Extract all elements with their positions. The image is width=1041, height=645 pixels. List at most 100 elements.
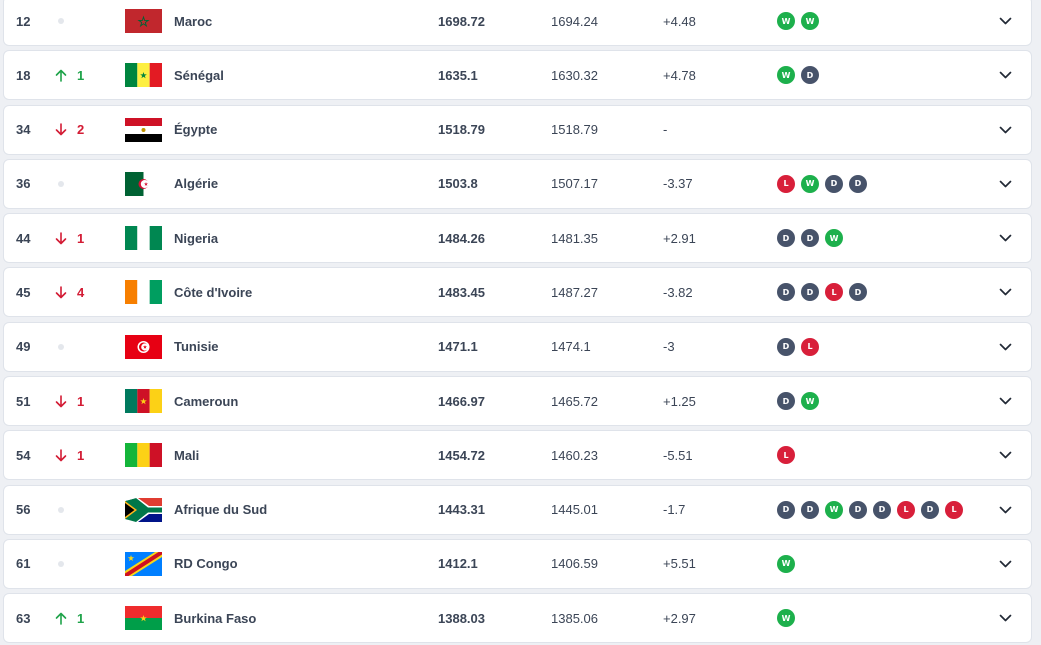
- form-result-win: W: [801, 174, 819, 193]
- total-points: 1466.97: [438, 393, 485, 409]
- form-result-loss: L: [825, 283, 843, 302]
- team-name[interactable]: Côte d'Ivoire: [174, 284, 253, 300]
- table-row[interactable]: 56 Afrique du Sud 1443.31 1445.01 -1.7 D D W D D L…: [3, 484, 1032, 535]
- team-name[interactable]: Nigeria: [174, 230, 219, 246]
- chevron-down-icon[interactable]: [997, 122, 1013, 138]
- rank-position: 56: [16, 502, 31, 518]
- table-row[interactable]: 44 1 Nigeria 1484.26 1481.35 +2.91 D D W: [3, 213, 1032, 264]
- form-result-draw: D: [777, 283, 795, 302]
- no-change-dot-icon: [58, 560, 64, 567]
- chevron-down-icon[interactable]: [997, 556, 1013, 572]
- team-name[interactable]: Burkina Faso: [174, 610, 257, 626]
- total-points: 1483.45: [438, 284, 485, 300]
- total-points: 1698.72: [438, 13, 485, 29]
- rank-change-value: 1: [77, 230, 85, 246]
- points-change: -: [663, 122, 668, 138]
- points-change: -3: [663, 339, 675, 355]
- form-result-loss: L: [777, 174, 795, 193]
- arrow-up-icon: [55, 69, 77, 82]
- chevron-down-icon[interactable]: [997, 339, 1013, 355]
- table-row[interactable]: 34 2 Égypte 1518.79 1518.79 -: [3, 104, 1032, 155]
- team-name[interactable]: Maroc: [174, 13, 213, 29]
- chevron-down-icon[interactable]: [997, 176, 1013, 192]
- table-row[interactable]: 63 1 Burkina Faso 1388.03 1385.06 +2.97 W: [3, 593, 1032, 644]
- table-row[interactable]: 36 Algérie 1503.8 1507.17 -3.37 L W D D: [3, 158, 1032, 209]
- team-name[interactable]: Tunisie: [174, 339, 219, 355]
- rank-movement: [55, 343, 64, 350]
- chevron-down-icon[interactable]: [997, 610, 1013, 626]
- chevron-down-icon[interactable]: [997, 13, 1013, 29]
- table-row[interactable]: 49 Tunisie 1471.1 1474.1 -3 D L: [3, 321, 1032, 372]
- flag-senegal: [125, 63, 162, 88]
- previous-points: 1518.79: [551, 122, 598, 138]
- table-row[interactable]: 12 Maroc 1698.72 1694.24 +4.48 W W: [3, 0, 1032, 46]
- rank-change-value: 1: [77, 393, 85, 409]
- team-name[interactable]: Afrique du Sud: [174, 502, 268, 518]
- team-name[interactable]: Mali: [174, 447, 200, 463]
- team-name[interactable]: Cameroun: [174, 393, 239, 409]
- arrow-down-icon: [55, 449, 77, 462]
- points-change: -3.82: [663, 284, 693, 300]
- points-change: +4.48: [663, 13, 696, 29]
- form-result-win: W: [801, 392, 819, 411]
- chevron-down-icon[interactable]: [997, 67, 1013, 83]
- form-result-win: W: [801, 12, 819, 30]
- form-result-draw: D: [873, 500, 891, 519]
- form-result-draw: D: [849, 500, 867, 519]
- team-name[interactable]: Sénégal: [174, 67, 224, 83]
- flag-egypt: [125, 117, 162, 142]
- total-points: 1635.1: [438, 67, 478, 83]
- rank-position: 51: [16, 393, 31, 409]
- table-row[interactable]: 18 1 Sénégal 1635.1 1630.32 +4.78 W D: [3, 50, 1032, 101]
- rank-change-value: 1: [77, 67, 85, 83]
- form-result-draw: D: [777, 500, 795, 519]
- total-points: 1388.03: [438, 610, 485, 626]
- chevron-down-icon[interactable]: [997, 502, 1013, 518]
- team-name[interactable]: Égypte: [174, 122, 218, 138]
- form-result-draw: D: [777, 337, 795, 356]
- form-result-loss: L: [777, 446, 795, 465]
- form-result-win: W: [825, 229, 843, 248]
- points-change: -5.51: [663, 447, 693, 463]
- team-name[interactable]: RD Congo: [174, 556, 238, 572]
- no-change-dot-icon: [58, 506, 64, 513]
- flag-algeria: [125, 171, 162, 196]
- rank-movement: [55, 18, 64, 24]
- no-change-dot-icon: [58, 18, 64, 24]
- previous-points: 1465.72: [551, 393, 598, 409]
- chevron-down-icon[interactable]: [997, 284, 1013, 300]
- chevron-down-icon[interactable]: [997, 447, 1013, 463]
- rank-position: 12: [16, 13, 31, 29]
- chevron-down-icon[interactable]: [997, 393, 1013, 409]
- team-name[interactable]: Algérie: [174, 176, 219, 192]
- form-result-loss: L: [897, 500, 915, 519]
- rank-change-value: 2: [77, 122, 85, 138]
- table-row[interactable]: 51 1 Cameroun 1466.97 1465.72 +1.25 D W: [3, 376, 1032, 427]
- chevron-down-icon[interactable]: [997, 230, 1013, 246]
- arrow-down-icon: [55, 231, 77, 245]
- rank-movement: 2: [55, 122, 84, 137]
- form-result-win: W: [777, 554, 795, 573]
- rank-movement: 1: [55, 611, 84, 626]
- table-row[interactable]: 61 RD Congo 1412.1 1406.59 +5.51 W: [3, 538, 1032, 589]
- total-points: 1518.79: [438, 122, 485, 138]
- form-result-draw: D: [801, 500, 819, 519]
- table-row[interactable]: 54 1 Mali 1454.72 1460.23 -5.51 L: [3, 430, 1032, 481]
- flag-mali: [125, 443, 162, 468]
- arrow-down-icon: [55, 123, 77, 136]
- table-row[interactable]: 45 4 Côte d'Ivoire 1483.45 1487.27 -3.82 D D L D: [3, 267, 1032, 318]
- no-change-dot-icon: [58, 180, 64, 187]
- arrow-down-icon: [55, 394, 77, 408]
- rank-movement: [55, 560, 64, 567]
- form-result-draw: D: [921, 500, 939, 519]
- flag-dr-congo: [125, 551, 162, 576]
- no-change-dot-icon: [58, 343, 64, 350]
- rank-position: 49: [16, 339, 31, 355]
- arrow-up-icon: [55, 612, 77, 625]
- rank-position: 61: [16, 556, 31, 572]
- form-result-win: W: [777, 12, 795, 30]
- rank-movement: 1: [55, 394, 84, 409]
